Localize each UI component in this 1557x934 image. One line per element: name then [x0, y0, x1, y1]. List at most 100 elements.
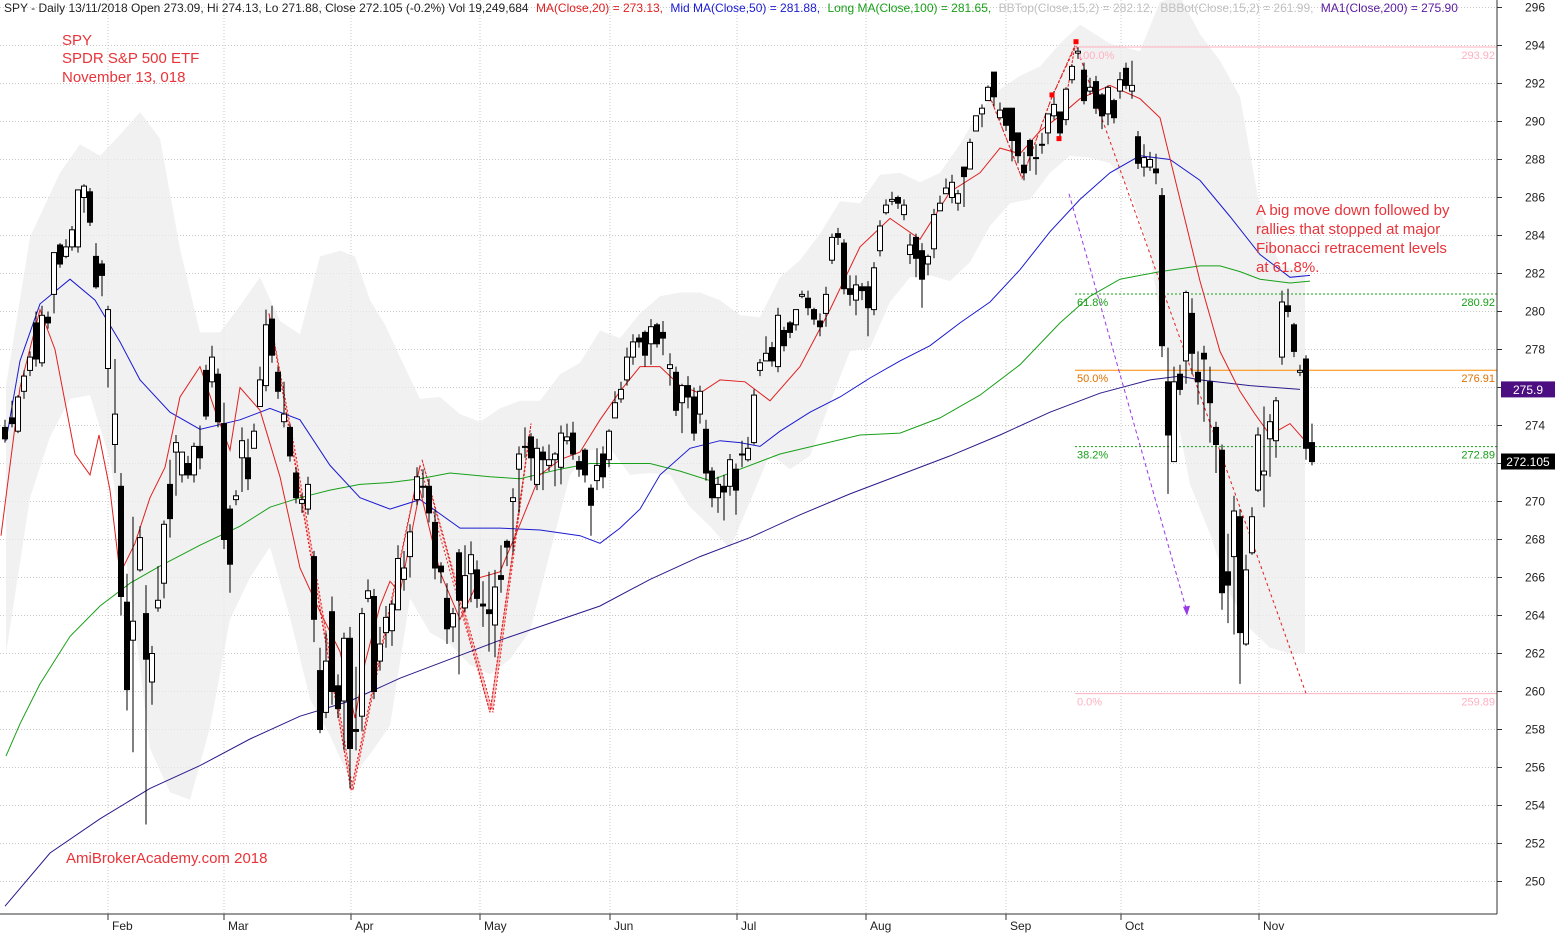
- candle: [913, 233, 919, 278]
- candle-body: [395, 558, 401, 611]
- candle-body: [51, 252, 57, 295]
- candle: [124, 573, 130, 711]
- candle: [33, 311, 39, 367]
- fib-level-label: 38.2%: [1077, 450, 1108, 462]
- candle: [907, 233, 913, 264]
- candle-body: [757, 362, 763, 371]
- candle: [691, 387, 697, 441]
- pivot-mark: [1049, 92, 1055, 98]
- candle: [847, 275, 853, 306]
- candle: [57, 243, 63, 268]
- y-tick-label: 270: [1525, 495, 1545, 509]
- candle-body: [859, 286, 865, 292]
- candle: [251, 423, 257, 449]
- candle-body: [709, 470, 715, 499]
- candle-body: [105, 309, 111, 370]
- candle-body: [654, 324, 660, 345]
- candle-body: [685, 385, 691, 398]
- candle-body: [203, 369, 209, 417]
- y-tick-label: 260: [1525, 685, 1545, 699]
- last-price-badge-bg: [1501, 453, 1555, 470]
- candle: [143, 585, 149, 825]
- candle-body: [841, 242, 847, 290]
- candle-body: [1027, 140, 1033, 157]
- candle: [1093, 75, 1099, 114]
- candle-body: [63, 246, 69, 257]
- candle: [15, 395, 21, 434]
- candle: [949, 174, 955, 204]
- candle: [805, 290, 811, 316]
- candle-body: [642, 331, 648, 356]
- candle: [444, 583, 450, 644]
- candle-body: [130, 620, 136, 641]
- candle-body: [1297, 369, 1303, 373]
- candle-body: [781, 330, 787, 347]
- candle-body: [534, 447, 540, 485]
- candle: [1081, 62, 1087, 105]
- candle: [673, 366, 679, 416]
- candle-body: [522, 445, 528, 448]
- candle: [835, 227, 841, 245]
- candle-body: [137, 537, 143, 571]
- candle: [1213, 421, 1219, 473]
- candle-body: [281, 413, 287, 423]
- y-tick-label: 288: [1525, 153, 1545, 167]
- candle-body: [739, 453, 745, 456]
- candle: [1273, 397, 1279, 458]
- candle-body: [15, 396, 21, 432]
- candle-body: [558, 432, 564, 468]
- candle-body: [853, 284, 859, 301]
- candle-body: [1123, 67, 1129, 86]
- candle: [919, 243, 925, 308]
- candle-body: [1177, 373, 1183, 390]
- candle-body: [456, 552, 462, 601]
- y-tick-label: 290: [1525, 115, 1545, 129]
- candle: [197, 425, 203, 470]
- candle: [504, 539, 510, 567]
- annotation-line-2: rallies that stopped at major: [1256, 221, 1440, 238]
- annotation-line-3: Fibonacci retracement levels: [1256, 240, 1447, 257]
- candle: [1111, 98, 1117, 124]
- candle: [895, 195, 901, 209]
- candle-body: [901, 204, 907, 216]
- candle-body: [1207, 381, 1213, 404]
- candle: [763, 336, 769, 362]
- y-tick-label: 282: [1525, 267, 1545, 281]
- candlesticks: [2, 47, 1315, 825]
- title-date: November 13, 018: [62, 69, 185, 86]
- y-tick-label: 258: [1525, 723, 1545, 737]
- candle: [534, 438, 540, 491]
- candle-body: [161, 523, 167, 584]
- candle: [564, 423, 570, 445]
- candle: [1159, 188, 1165, 358]
- candle-body: [341, 637, 347, 702]
- zigzag-line: [268, 313, 532, 791]
- candle: [75, 189, 81, 253]
- candle-body: [498, 575, 504, 580]
- candle: [1243, 554, 1249, 646]
- candle-body: [787, 322, 793, 333]
- y-tick-label: 262: [1525, 647, 1545, 661]
- candle-body: [763, 352, 769, 362]
- candle-body: [1081, 69, 1087, 102]
- candle-body: [949, 181, 955, 199]
- candle: [841, 239, 847, 295]
- candle: [432, 509, 438, 580]
- pivot-mark: [1056, 136, 1062, 142]
- candle: [389, 600, 395, 646]
- candle: [985, 85, 991, 102]
- candle-body: [480, 603, 486, 607]
- candle: [1027, 138, 1033, 171]
- y-tick-label: 250: [1525, 875, 1545, 889]
- candle-body: [594, 464, 600, 482]
- y-tick-label: 256: [1525, 761, 1545, 775]
- candle: [558, 425, 564, 485]
- candle-body: [624, 356, 630, 381]
- candle: [1153, 153, 1159, 185]
- candle: [1297, 364, 1303, 377]
- candle-body: [829, 236, 835, 261]
- candle: [335, 674, 341, 719]
- candle-body: [299, 499, 305, 504]
- candle-body: [221, 423, 227, 541]
- candle: [209, 345, 215, 388]
